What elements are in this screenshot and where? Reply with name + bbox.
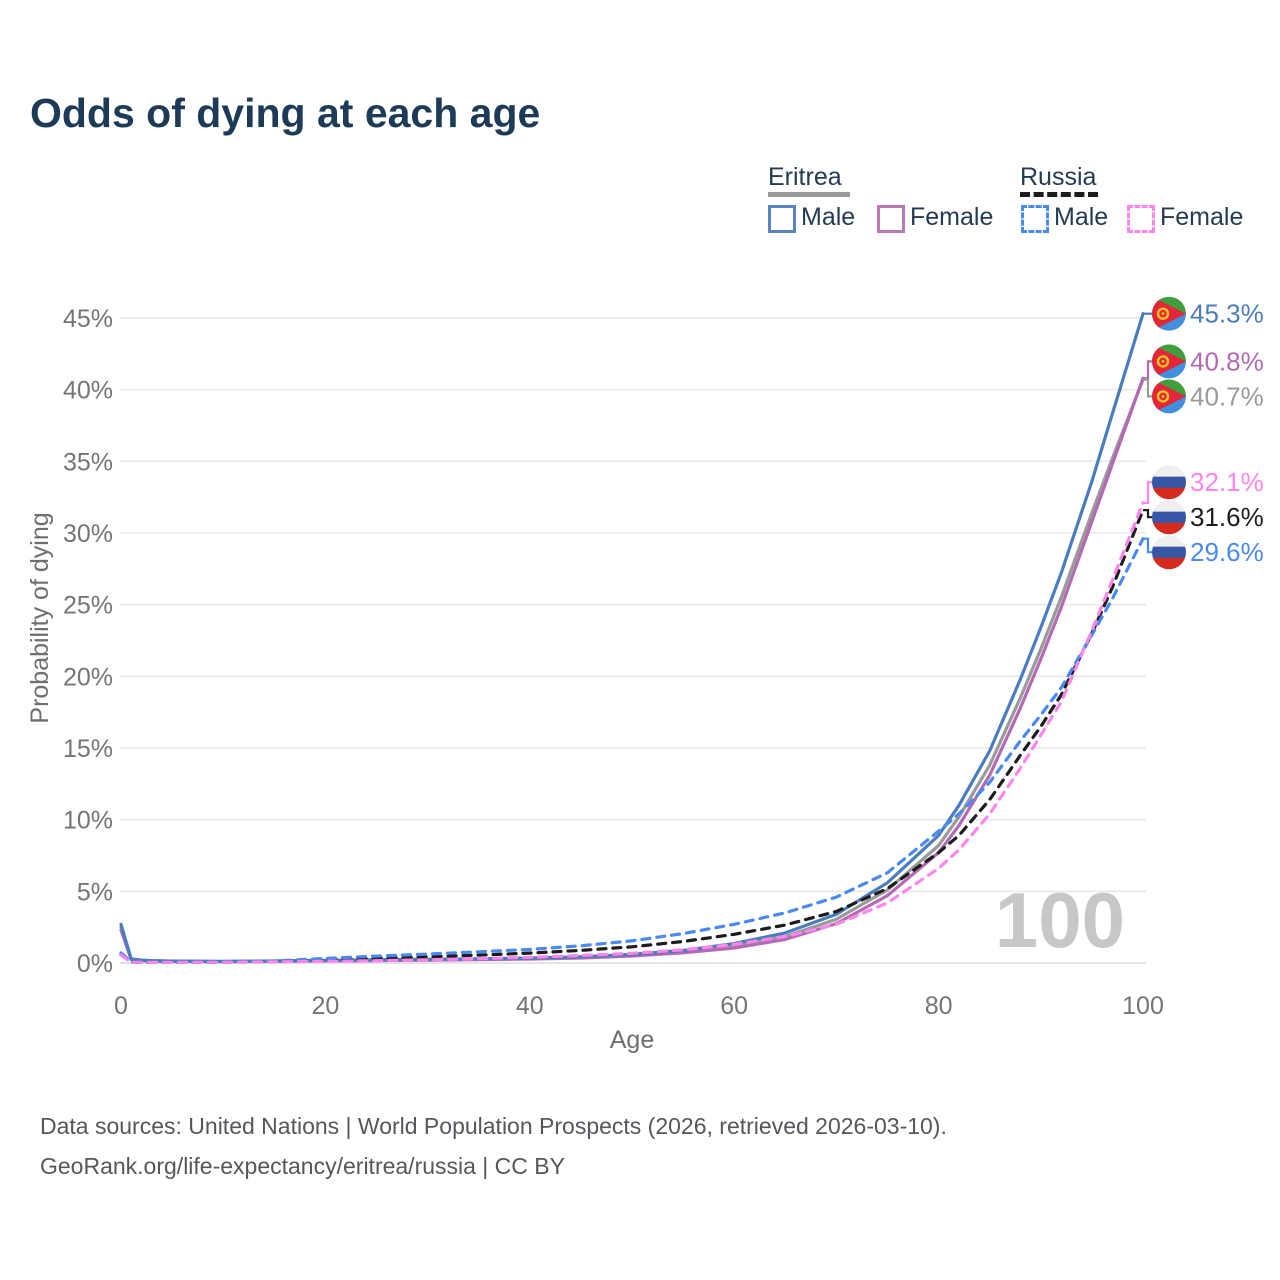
page-title: Odds of dying at each age bbox=[30, 90, 541, 136]
end-value-label: 29.6% bbox=[1190, 537, 1264, 567]
line-russia-female[interactable] bbox=[119, 501, 1145, 965]
leader-line bbox=[1143, 378, 1152, 398]
y-tick-label: 35% bbox=[63, 448, 113, 476]
y-tick-label: 10% bbox=[63, 807, 113, 835]
legend-swatch-eritrea-female[interactable] bbox=[877, 205, 905, 233]
end-value-label: 40.7% bbox=[1190, 381, 1264, 411]
y-axis-ticks: 0% 5% 10% 15% 20% 25% 30% 35% 40% 45% bbox=[63, 305, 113, 978]
y-tick-label: 30% bbox=[63, 520, 113, 548]
y-tick-label: 25% bbox=[63, 592, 113, 620]
leader-line bbox=[1143, 481, 1152, 504]
gridlines bbox=[120, 317, 1146, 964]
legend-swatch-russia-female[interactable] bbox=[1127, 205, 1155, 233]
leader-line bbox=[1143, 509, 1152, 519]
eritrea-flag-icon bbox=[1152, 296, 1186, 331]
line-eritrea-female[interactable] bbox=[119, 376, 1145, 964]
leader-line bbox=[1143, 360, 1152, 380]
series-lines bbox=[119, 312, 1145, 965]
eritrea-flag-icon bbox=[1152, 344, 1186, 379]
x-axis-ticks: 0 20 40 60 80 100 bbox=[114, 992, 1164, 1020]
y-tick-label: 5% bbox=[77, 878, 113, 906]
x-tick-label: 0 bbox=[114, 992, 128, 1020]
data-source-note: Data sources: United Nations | World Pop… bbox=[40, 1106, 947, 1186]
legend-swatch-russia-male[interactable] bbox=[1021, 205, 1049, 233]
end-label-russia-total: 31.6% bbox=[1143, 500, 1264, 535]
end-label-eritrea-male: 45.3% bbox=[1143, 296, 1264, 331]
line-russia-total[interactable] bbox=[119, 508, 1145, 965]
line-eritrea-male[interactable] bbox=[119, 312, 1145, 964]
end-label-eritrea-female: 40.8% bbox=[1143, 344, 1264, 380]
y-tick-label: 15% bbox=[63, 735, 113, 763]
end-value-label: 45.3% bbox=[1190, 299, 1264, 329]
end-value-label: 31.6% bbox=[1190, 502, 1264, 532]
x-axis-title: Age bbox=[610, 1026, 654, 1054]
x-tick-label: 60 bbox=[720, 992, 748, 1020]
end-label-eritrea-total: 40.7% bbox=[1143, 378, 1264, 414]
y-tick-label: 40% bbox=[63, 377, 113, 405]
legend-item-eritrea-male[interactable]: Male bbox=[801, 203, 856, 231]
end-value-label: 32.1% bbox=[1190, 467, 1264, 497]
x-tick-label: 20 bbox=[311, 992, 339, 1020]
end-value-label: 40.8% bbox=[1190, 346, 1264, 376]
line-eritrea-total[interactable] bbox=[119, 378, 1145, 964]
russia-flag-icon bbox=[1152, 535, 1186, 570]
legend-russia-line-sample bbox=[1020, 192, 1098, 197]
y-tick-label: 45% bbox=[63, 305, 113, 333]
source-line-1: Data sources: United Nations | World Pop… bbox=[40, 1113, 947, 1139]
source-line-2[interactable]: GeoRank.org/life-expectancy/eritrea/russ… bbox=[40, 1153, 565, 1179]
legend-group-russia[interactable]: Russia bbox=[1020, 163, 1097, 191]
y-axis-title: Probability of dying bbox=[26, 512, 54, 723]
russia-flag-icon bbox=[1152, 465, 1186, 500]
legend-item-eritrea-female[interactable]: Female bbox=[910, 203, 994, 231]
end-label-russia-male: 29.6% bbox=[1143, 535, 1264, 570]
legend-item-russia-female[interactable]: Female bbox=[1160, 203, 1244, 231]
x-tick-label: 80 bbox=[925, 992, 953, 1020]
age-watermark: 100 bbox=[995, 876, 1125, 964]
leader-line bbox=[1143, 537, 1152, 554]
legend-eritrea-line-sample bbox=[768, 192, 850, 197]
x-tick-label: 100 bbox=[1122, 992, 1164, 1020]
y-tick-label: 20% bbox=[63, 663, 113, 691]
series-end-labels: 45.3% 40.8% 40.7% 32.1% 31.6% 29.6% bbox=[1143, 296, 1264, 570]
legend-item-russia-male[interactable]: Male bbox=[1054, 203, 1109, 231]
legend-swatch-eritrea-male[interactable] bbox=[768, 205, 796, 233]
y-tick-label: 0% bbox=[77, 950, 113, 978]
russia-flag-icon bbox=[1152, 500, 1186, 535]
eritrea-flag-icon bbox=[1152, 379, 1186, 414]
legend-group-eritrea[interactable]: Eritrea bbox=[768, 163, 842, 191]
end-label-russia-female: 32.1% bbox=[1143, 465, 1264, 504]
x-tick-label: 40 bbox=[516, 992, 544, 1020]
